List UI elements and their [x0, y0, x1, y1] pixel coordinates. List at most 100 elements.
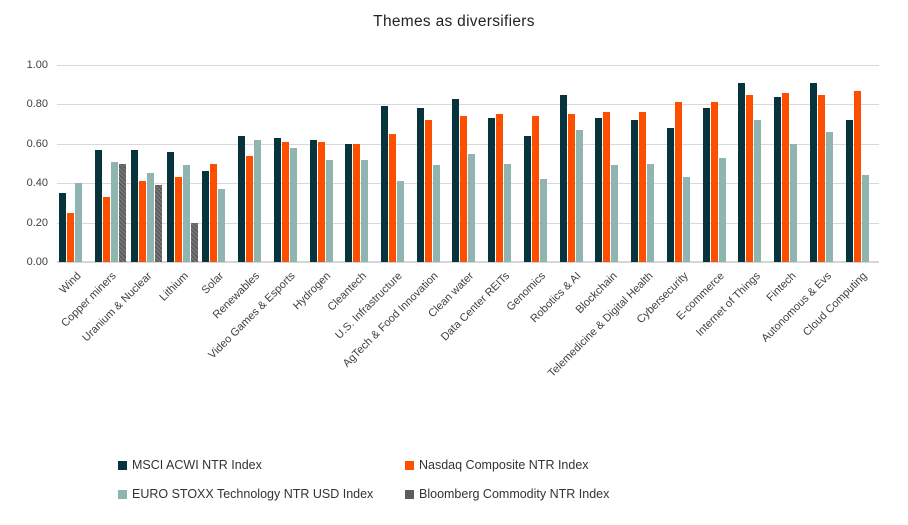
bar-group	[164, 65, 200, 262]
bar	[468, 153, 476, 262]
bar	[396, 181, 404, 262]
bar	[218, 189, 226, 262]
bar	[861, 175, 869, 262]
legend-label: Bloomberg Commodity NTR Index	[419, 487, 610, 501]
bar	[353, 143, 361, 262]
bar	[559, 94, 567, 262]
bar	[702, 108, 710, 262]
bar-slot	[246, 65, 254, 262]
bar	[246, 155, 254, 262]
bar	[166, 151, 174, 262]
bar-group	[271, 65, 307, 262]
bar	[138, 181, 146, 262]
bar	[202, 171, 210, 262]
y-axis-tick-label: 0.00	[26, 256, 48, 268]
bar-slot	[309, 65, 317, 262]
bar	[595, 118, 603, 262]
bar-slot	[202, 65, 210, 262]
bar-slot	[59, 65, 67, 262]
bar-slot	[798, 65, 805, 262]
bar-slot	[611, 65, 619, 262]
bar	[111, 161, 119, 262]
bar-slot	[380, 65, 388, 262]
bar	[452, 98, 460, 262]
bar-slot	[762, 65, 769, 262]
bar-slot	[774, 65, 782, 262]
bar	[380, 106, 388, 262]
bar-slot	[325, 65, 333, 262]
bar-slot	[727, 65, 734, 262]
bar-slot	[548, 65, 555, 262]
bar-slot	[166, 65, 174, 262]
bar	[345, 143, 353, 262]
bar-group	[700, 65, 736, 262]
bar-slot	[388, 65, 396, 262]
bar	[488, 118, 496, 262]
bar-slot	[75, 65, 83, 262]
bar-slot	[396, 65, 404, 262]
bar-slot	[289, 65, 297, 262]
y-axis-tick-label: 0.60	[26, 137, 48, 150]
bar-group	[236, 65, 272, 262]
bar-slot	[595, 65, 603, 262]
bar	[309, 139, 317, 262]
bar	[190, 222, 198, 262]
bar-slot	[710, 65, 718, 262]
bar-group	[593, 65, 629, 262]
bar-group	[557, 65, 593, 262]
bar-group	[307, 65, 343, 262]
bar-slot	[539, 65, 547, 262]
bar-slot	[424, 65, 432, 262]
legend-label: Nasdaq Composite NTR Index	[419, 458, 589, 472]
bar-slot	[369, 65, 376, 262]
bar-slot	[452, 65, 460, 262]
bar	[639, 112, 647, 262]
bar-slot	[273, 65, 281, 262]
bar-group	[772, 65, 808, 262]
bar	[504, 163, 512, 262]
gridline	[57, 104, 879, 106]
bar	[531, 116, 539, 262]
bar-slot	[83, 65, 90, 262]
bar	[496, 114, 504, 262]
bar-slot	[254, 65, 262, 262]
bar	[254, 139, 262, 262]
bar-slot	[702, 65, 710, 262]
bar-slot	[666, 65, 674, 262]
bar-slot	[111, 65, 119, 262]
bar-slot	[317, 65, 325, 262]
bar	[647, 163, 655, 262]
bar-slot	[416, 65, 424, 262]
bar	[119, 163, 127, 262]
x-axis-category-label: Uranium & Nuclear	[80, 270, 155, 345]
bar	[325, 159, 333, 262]
bar-group	[414, 65, 450, 262]
bar	[273, 137, 281, 262]
bar-slot	[174, 65, 182, 262]
legend-marker-icon	[118, 489, 127, 499]
bar	[845, 120, 853, 262]
gridline	[57, 143, 879, 145]
bar-slot	[674, 65, 682, 262]
bar-slot	[432, 65, 440, 262]
bar-group	[843, 65, 879, 262]
bar	[539, 179, 547, 262]
legend-item: EURO STOXX Technology NTR USD Index	[118, 485, 405, 503]
bar-slot	[531, 65, 539, 262]
legend-label: MSCI ACWI NTR Index	[132, 458, 262, 472]
bar	[666, 128, 674, 262]
legend-marker-icon	[118, 460, 127, 470]
bar-slot	[523, 65, 531, 262]
bar	[853, 90, 861, 262]
bar	[95, 149, 103, 262]
bar-group	[57, 65, 93, 262]
bar	[182, 165, 190, 262]
bar	[416, 108, 424, 262]
bar-group	[128, 65, 164, 262]
bar-slot	[870, 65, 877, 262]
bar-slot	[138, 65, 146, 262]
bar-group	[736, 65, 772, 262]
bar-slot	[834, 65, 841, 262]
bar-slot	[298, 65, 305, 262]
